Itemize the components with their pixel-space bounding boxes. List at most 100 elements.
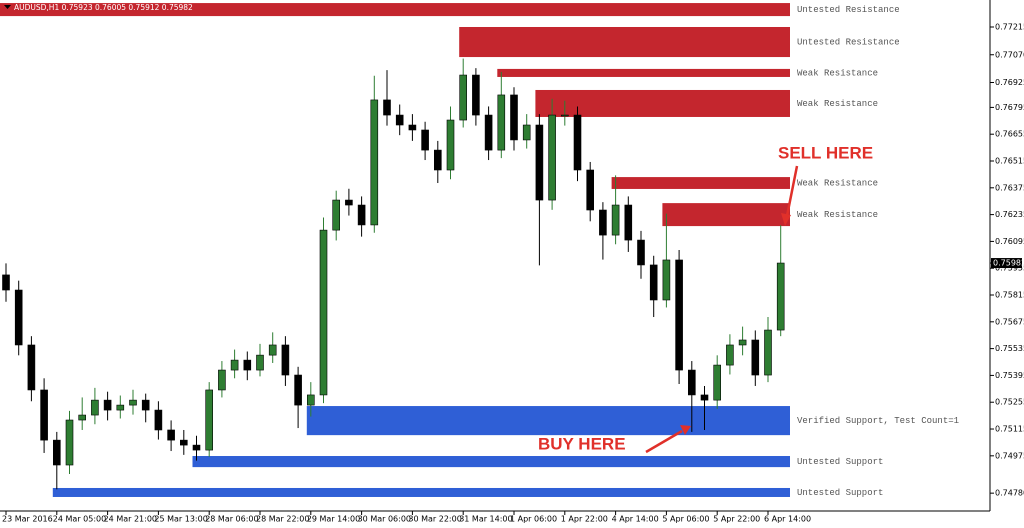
candle-body <box>383 99 391 116</box>
x-tick-label: 24 Mar 05:00 <box>53 515 106 524</box>
candle-body <box>586 169 595 211</box>
y-tick-label: 0.76795 <box>995 103 1024 112</box>
y-tick-label: 0.77215 <box>995 22 1024 31</box>
zone-label: Untested Resistance <box>797 5 900 15</box>
candle-body <box>154 409 163 431</box>
candle-body <box>192 444 201 451</box>
annotation-arrowhead <box>781 213 791 226</box>
candle-body <box>14 289 23 346</box>
candle-body <box>421 129 429 151</box>
candle-body <box>129 399 137 406</box>
candle-body <box>675 259 683 371</box>
candle-body <box>91 399 99 416</box>
candle-body <box>306 394 315 406</box>
y-tick-label: 0.75115 <box>995 425 1024 434</box>
candle-body <box>357 204 366 226</box>
candle-body <box>510 94 518 141</box>
candle-body <box>345 199 353 206</box>
candle-body <box>484 114 493 151</box>
candle-body <box>141 399 150 411</box>
candle-body <box>167 429 175 441</box>
candle-body <box>395 114 404 126</box>
zone-label: Verified Support, Test Count=1 <box>797 416 959 426</box>
candle-body <box>751 339 760 376</box>
y-tick-label: 0.76375 <box>995 183 1024 192</box>
candle-body <box>40 389 48 441</box>
candles <box>2 58 785 490</box>
candle-body <box>268 344 277 356</box>
zone <box>0 3 790 17</box>
x-tick-label: 29 Mar 14:00 <box>307 515 360 524</box>
zone-label: Weak Resistance <box>797 99 878 109</box>
candle-body <box>611 204 620 236</box>
zone <box>611 177 790 189</box>
candle-body <box>726 344 734 366</box>
candle-body <box>472 74 480 116</box>
x-tick-label: 24 Mar 21:00 <box>104 515 157 524</box>
annotation-arrowhead <box>680 425 691 435</box>
candle-body <box>294 374 302 406</box>
y-tick-label: 0.76095 <box>995 237 1024 246</box>
x-tick-label: 31 Mar 14:00 <box>459 515 512 524</box>
last-price-label: 0.75982 <box>993 259 1024 268</box>
candle-body <box>776 262 785 331</box>
x-tick-label: 1 Apr 06:00 <box>510 515 557 524</box>
zone-label: Untested Support <box>797 488 883 498</box>
candle-body <box>459 74 468 121</box>
zones: Untested Resistance Untested Resistance We… <box>0 3 959 498</box>
candle-body <box>624 204 633 241</box>
y-tick-label: 0.75675 <box>995 317 1024 326</box>
x-tick-label: 25 Mar 13:00 <box>154 515 207 524</box>
x-tick-label: 28 Mar 06:00 <box>205 515 258 524</box>
candle-body <box>408 124 417 131</box>
candle-body <box>370 99 379 226</box>
y-tick-label: 0.75255 <box>995 398 1024 407</box>
candle-body <box>497 94 506 151</box>
candle-body <box>548 114 556 201</box>
candle-body <box>738 339 747 346</box>
candle-body <box>230 359 239 371</box>
y-tick-label: 0.76235 <box>995 210 1024 219</box>
last-price-box <box>991 258 1022 269</box>
candle-body <box>319 229 328 396</box>
y-tick-label: 0.75815 <box>995 291 1024 300</box>
annotation-arrow <box>645 429 683 454</box>
candle-body <box>218 369 226 391</box>
candle-body <box>433 149 442 171</box>
candle-body <box>522 124 531 141</box>
y-tick-label: 0.75535 <box>995 344 1024 353</box>
zone-label: Untested Resistance <box>797 37 900 47</box>
zone-label: Weak Resistance <box>797 178 878 188</box>
candle-body <box>205 389 213 451</box>
candle-body <box>713 364 722 401</box>
x-tick-label: 6 Apr 14:00 <box>764 515 811 524</box>
candle-body <box>116 404 125 411</box>
candle-body <box>560 114 569 117</box>
x-tick-label: 28 Mar 22:00 <box>256 515 309 524</box>
zone-label: Weak Resistance <box>797 68 878 78</box>
candle-body <box>243 359 252 371</box>
y-tick-label: 0.75395 <box>995 371 1024 380</box>
candle-body <box>573 114 582 171</box>
candle-body <box>687 369 696 396</box>
annotation-arrow <box>785 165 799 217</box>
candle-body <box>599 209 607 236</box>
candle-body <box>332 199 341 231</box>
zone <box>459 26 790 58</box>
candle-body <box>662 259 671 301</box>
zone <box>52 487 791 497</box>
zone <box>662 203 790 227</box>
y-tick-label: 0.76655 <box>995 130 1024 139</box>
candle-body <box>27 344 36 391</box>
x-tick-label: 1 Apr 22:00 <box>561 515 608 524</box>
candle-body <box>78 414 86 421</box>
candle-body <box>637 239 645 266</box>
candle-body <box>764 329 772 376</box>
y-tick-label: 0.74975 <box>995 451 1024 460</box>
annotation: SELL HERE <box>778 143 873 162</box>
menu-triangle[interactable] <box>4 5 11 9</box>
y-tick-label: 0.75955 <box>995 264 1024 273</box>
